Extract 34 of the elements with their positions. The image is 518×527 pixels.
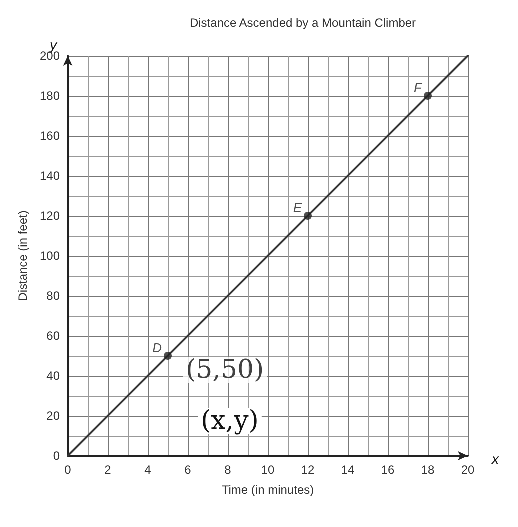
chart-title: Distance Ascended by a Mountain Climber bbox=[190, 16, 416, 30]
y-tick-label: 60 bbox=[46, 329, 60, 343]
y-tick-label: 120 bbox=[40, 209, 60, 223]
y-tick-label: 100 bbox=[40, 249, 60, 263]
x-tick-label: 2 bbox=[104, 463, 112, 477]
text: y bbox=[49, 37, 58, 53]
y-tick-label: 20 bbox=[46, 409, 60, 423]
x-tick-label: 12 bbox=[301, 463, 315, 477]
point bbox=[164, 352, 172, 360]
point bbox=[304, 212, 312, 220]
y-axis-title: Distance (in feet) bbox=[16, 210, 30, 302]
annotation: E bbox=[293, 200, 302, 216]
y-tick-label: 140 bbox=[40, 169, 60, 183]
y-tick-label: 180 bbox=[40, 89, 60, 103]
y-tick-label: 160 bbox=[40, 129, 60, 143]
x-tick-label: 10 bbox=[261, 463, 275, 477]
x-tick-label: 0 bbox=[64, 463, 72, 477]
annotation: (x,y) bbox=[201, 406, 259, 436]
x-tick-label: 8 bbox=[224, 463, 232, 477]
annotation: F bbox=[414, 80, 424, 96]
x-axis-title: Time (in minutes) bbox=[222, 483, 314, 497]
x-tick-label: 4 bbox=[144, 463, 152, 477]
x-tick-label: 6 bbox=[184, 463, 192, 477]
point bbox=[424, 92, 432, 100]
text: x bbox=[491, 451, 500, 467]
y-tick-label: 40 bbox=[46, 369, 60, 383]
x-tick-label: 16 bbox=[381, 463, 395, 477]
x-tick-label: 20 bbox=[461, 463, 475, 477]
annotation: (5,50) bbox=[186, 355, 264, 385]
y-tick-label: 0 bbox=[53, 449, 60, 463]
x-tick-label: 14 bbox=[341, 463, 355, 477]
annotation: D bbox=[152, 340, 162, 356]
x-tick-label: 18 bbox=[421, 463, 435, 477]
y-tick-label: 80 bbox=[46, 289, 60, 303]
